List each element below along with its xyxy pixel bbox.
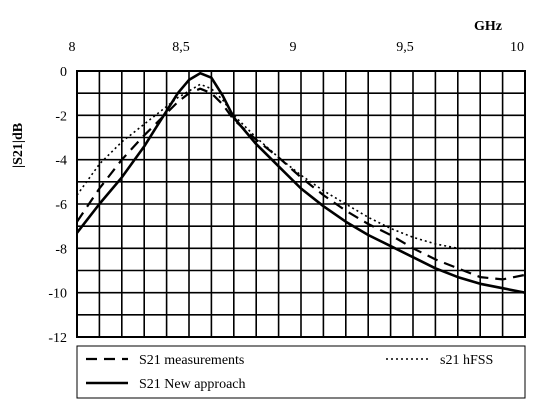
series-line-3 — [75, 71, 526, 294]
x-tick-label: 9 — [290, 40, 297, 55]
x-tick-label: 8,5 — [172, 40, 190, 55]
legend: S21 measurements s21 hFSS S21 New approach — [76, 345, 526, 399]
series-layer — [75, 71, 526, 294]
y-axis-label: |S21|dB — [11, 123, 26, 168]
x-tick-label: 10 — [510, 40, 524, 55]
plot-frame — [76, 70, 526, 338]
y-tick-label: 0 — [60, 65, 67, 80]
legend-label-3: S21 New approach — [139, 377, 246, 392]
x-tick-labels: 8 8,5 9 9,5 10 — [69, 40, 525, 55]
x-tick-label: 8 — [69, 40, 76, 55]
x-axis-unit: GHz — [474, 19, 502, 34]
y-tick-labels: 0 -2 -4 -6 -8 -10 -12 — [48, 65, 67, 346]
legend-label-2: s21 hFSS — [440, 353, 493, 368]
legend-label-1: S21 measurements — [139, 353, 244, 368]
x-tick-label: 9,5 — [396, 40, 414, 55]
y-tick-label: -8 — [55, 242, 67, 257]
y-tick-label: -6 — [55, 198, 67, 213]
legend-box — [76, 345, 526, 399]
y-tick-label: -4 — [55, 154, 67, 169]
y-tick-label: -2 — [55, 109, 67, 124]
y-tick-label: -10 — [48, 287, 67, 302]
grid — [77, 71, 525, 337]
y-tick-label: -12 — [48, 331, 67, 346]
series-line-2 — [76, 83, 525, 250]
series-line-1 — [76, 87, 526, 281]
